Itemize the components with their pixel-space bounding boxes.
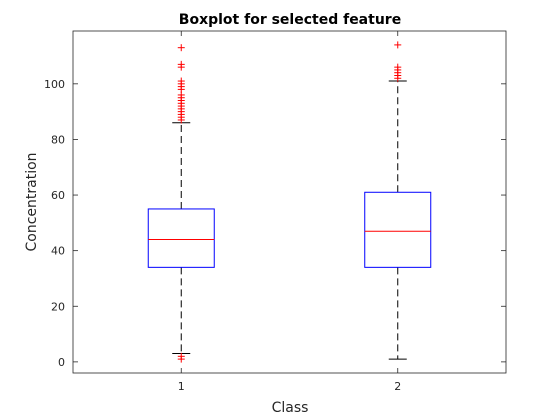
y-tick-label: 40 [51,245,65,258]
chart-title: Boxplot for selected feature [179,12,401,28]
y-tick-label: 0 [58,356,65,369]
y-tick-label: 100 [44,78,65,91]
x-axis-label: Class [272,400,309,416]
x-tick-label: 1 [178,380,185,393]
outlier-marker [394,63,402,71]
outlier-marker [394,41,402,49]
plot-area [72,30,507,374]
y-tick-label: 60 [51,189,65,202]
outlier-marker [177,77,185,85]
outlier-marker [177,60,185,68]
x-tick-label: 2 [394,380,401,393]
y-tick-label: 80 [51,133,65,146]
iqr-box [364,191,432,268]
outlier-marker [177,44,185,52]
box-series [147,41,432,363]
y-axis: 0 20 40 60 80 100 [44,78,506,369]
box-group-class-1 [147,44,215,363]
y-axis-label: Concentration [24,152,40,251]
box-group-class-2 [364,41,432,360]
y-tick-label: 20 [51,300,65,313]
iqr-box [147,208,215,268]
outlier-marker [177,352,185,360]
